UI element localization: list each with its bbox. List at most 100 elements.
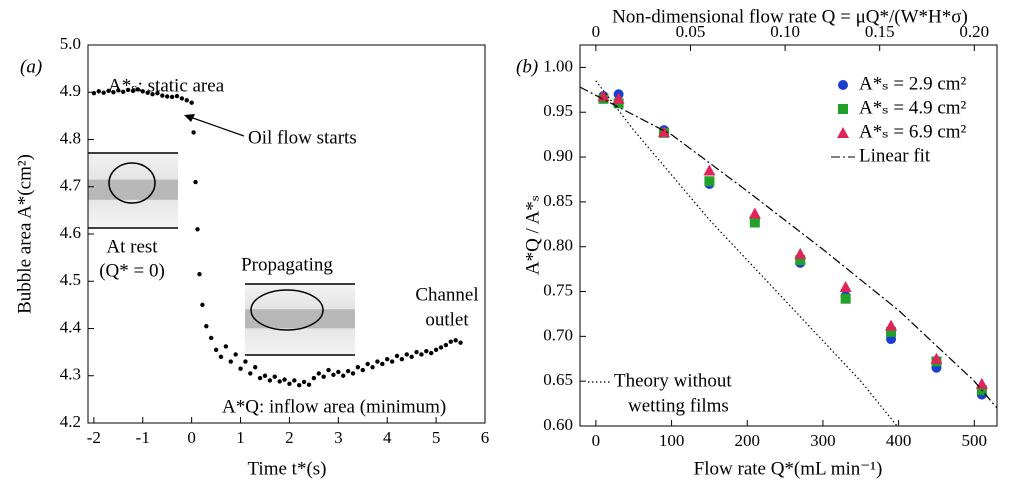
y-tick-label: 0.70 — [543, 325, 573, 344]
point — [448, 339, 453, 344]
point — [248, 371, 253, 376]
point — [195, 227, 200, 232]
chart-title: Non-dimensional flow rate Q = μQ*/(W*H*σ… — [612, 6, 968, 27]
x-tick-label: 2 — [285, 428, 294, 447]
legend-marker — [838, 104, 848, 114]
point — [189, 100, 194, 105]
x-tick-label: 500 — [962, 431, 988, 450]
marker — [612, 92, 625, 104]
point — [116, 88, 121, 93]
point — [414, 349, 419, 355]
point — [106, 88, 111, 94]
point — [169, 94, 175, 100]
point — [233, 352, 238, 357]
point — [267, 378, 273, 383]
point — [438, 345, 444, 350]
point — [336, 369, 341, 375]
annotation: Channel — [415, 284, 478, 305]
point — [389, 359, 395, 364]
x-tick-label: 400 — [886, 431, 912, 450]
x-tick-label: 6 — [481, 428, 490, 447]
y-tick-label: 4.6 — [60, 223, 81, 242]
annotation: outlet — [425, 309, 469, 330]
point — [228, 359, 233, 364]
point — [424, 348, 429, 354]
point — [409, 354, 414, 360]
point — [331, 372, 336, 378]
x-tick-label: 200 — [735, 431, 761, 450]
point — [433, 347, 439, 352]
marker — [839, 281, 852, 293]
point — [380, 361, 385, 367]
point — [453, 338, 458, 343]
point — [458, 340, 463, 345]
point — [316, 371, 321, 376]
point — [321, 374, 326, 379]
x-tick-label: -1 — [136, 428, 150, 447]
point — [443, 342, 449, 348]
legend-marker — [837, 127, 849, 138]
point — [365, 361, 370, 367]
point — [292, 378, 297, 383]
point — [419, 352, 424, 357]
annotation: A*Q: inflow area (minimum) — [222, 396, 446, 417]
point — [282, 377, 287, 382]
annotation: A*ₛ: static area — [108, 75, 225, 96]
point — [184, 98, 189, 103]
x2-tick-label: 0.20 — [959, 22, 989, 41]
x-tick-label: 100 — [659, 431, 685, 450]
plot-frame — [87, 44, 486, 424]
y-axis-label: Bubble area A*(cm²) — [14, 154, 35, 314]
plot-frame — [579, 44, 998, 427]
y-tick-label: 0.60 — [543, 415, 573, 434]
marker — [749, 217, 760, 228]
annotation: Oil flow starts — [248, 127, 357, 148]
x-tick-label: 3 — [334, 428, 343, 447]
point — [174, 93, 180, 99]
point — [375, 359, 380, 364]
y-tick-label: 4.9 — [60, 81, 81, 100]
inset-propagating — [245, 283, 355, 356]
x-tick-label: 0 — [187, 428, 196, 447]
point — [253, 365, 258, 370]
point — [360, 367, 365, 373]
x-tick-label: 300 — [810, 431, 836, 450]
x-tick-label: -2 — [87, 428, 101, 447]
point — [301, 379, 307, 385]
legend-label: A*ₛ = 2.9 cm² — [859, 73, 967, 94]
legend-label: A*ₛ = 4.9 cm² — [859, 97, 967, 118]
marker — [748, 207, 761, 219]
point — [130, 88, 136, 94]
annotation: At rest — [106, 236, 158, 257]
arrow — [184, 114, 245, 137]
y-tick-label: 0.80 — [543, 236, 573, 255]
annotation: Propagating — [241, 254, 333, 275]
y-tick-label: 5.0 — [60, 34, 81, 53]
point — [385, 357, 390, 362]
marker — [885, 319, 898, 331]
marker — [703, 164, 716, 176]
y-tick-label: 0.90 — [543, 146, 573, 165]
point — [257, 375, 263, 381]
point — [345, 368, 351, 374]
point — [355, 365, 361, 370]
point — [287, 381, 292, 386]
y-tick-label: 4.2 — [60, 412, 81, 431]
legend-label: Linear fit — [859, 145, 931, 166]
marker — [930, 352, 943, 364]
x-tick-label: 4 — [383, 428, 392, 447]
panel-label: (a) — [20, 56, 42, 77]
point — [213, 347, 219, 352]
point — [243, 359, 248, 364]
point — [155, 90, 160, 96]
y-tick-label: 4.4 — [60, 317, 82, 336]
x-axis-label: Flow rate Q*(mL min⁻¹) — [694, 458, 883, 479]
point — [399, 357, 405, 362]
point — [218, 354, 224, 360]
x2-tick-label: 0 — [592, 22, 601, 41]
point — [193, 179, 198, 185]
point — [297, 383, 302, 388]
point — [121, 89, 126, 94]
point — [160, 93, 165, 98]
legend-label: A*ₛ = 6.9 cm² — [859, 121, 967, 142]
